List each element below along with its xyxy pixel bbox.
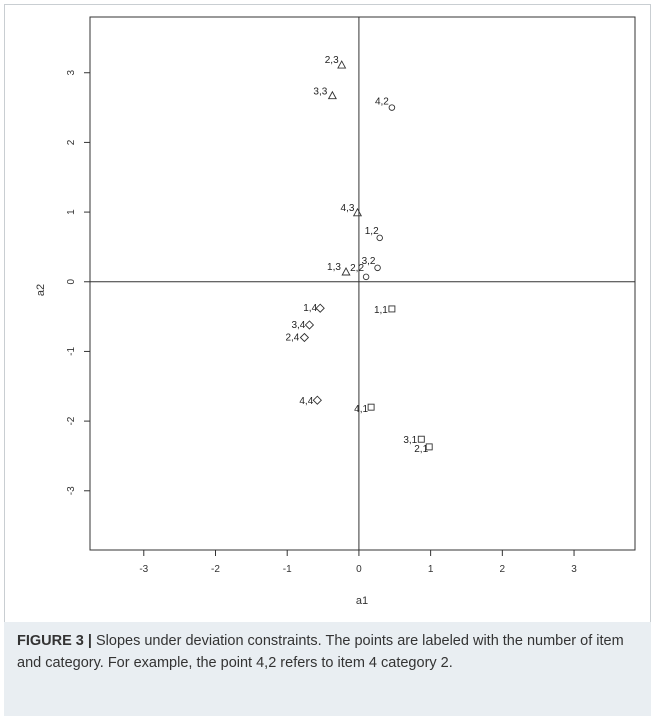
y-tick-label: -1 [66,347,77,356]
caption-text: Slopes under deviation constraints. The … [17,633,624,671]
point-label: 3,1 [403,435,417,446]
point-label: 3,3 [313,87,327,98]
square-marker [425,443,433,451]
x-tick-label: 0 [356,564,362,575]
x-tick-label: 3 [571,564,577,575]
point-label: 4,3 [341,203,355,214]
point-label: 1,1 [374,305,388,316]
y-tick-label: 0 [66,279,77,285]
point-label: 4,4 [299,396,313,407]
scatter-chart: -3 -2 -1 0 1 2 3 -3 -2 -1 0 1 2 3 1,1 2,13,1 4,1 1,2 2,2… [35,16,636,607]
point-label: 1,2 [365,226,379,237]
point-label: 3,4 [291,320,305,331]
diamond-marker [299,332,310,343]
caption-figure-number: FIGURE 3 | [17,633,92,649]
point-label: 4,2 [375,97,389,108]
point-label: 2,1 [414,444,428,455]
y-tick-label: -3 [66,486,77,495]
circle-marker [388,104,396,111]
triangle-marker [341,267,351,276]
diamond-marker [304,320,315,330]
triangle-marker [337,60,347,69]
diamond-marker [312,395,322,405]
x-tick-label: 2 [500,564,506,575]
circle-marker [374,264,381,272]
x-tick-label: -3 [139,564,148,575]
y-tick-label: 1 [66,209,77,215]
x-tick-label: 1 [428,564,434,575]
point-label: 2,3 [325,55,339,66]
point-label: 1,4 [303,303,317,314]
diamond-marker [315,303,325,313]
plot-area [89,16,636,551]
square-marker [367,403,375,411]
point-label: 2,4 [285,332,299,343]
x-tick-label: -1 [283,564,292,575]
data-points: 1,1 2,13,1 4,1 1,2 2,23,2 4,2 1,3 2,3 3,3 4,3 1,4 2… [285,55,433,455]
x-axis: -3 -2 -1 0 1 2 3 [139,550,577,575]
square-marker [417,435,425,443]
y-tick-label: 3 [66,70,77,76]
x-tick-label: -2 [211,564,220,575]
point-label: 3,2 [362,256,376,267]
caption-panel [4,622,651,716]
square-marker [388,305,396,313]
triangle-marker [327,90,337,100]
y-tick-label: 2 [66,139,77,145]
figure-caption: FIGURE 3 | Slopes under deviation constr… [17,630,632,674]
circle-marker [376,234,383,242]
y-axis-label: a2 [35,284,47,296]
point-label: 4,1 [354,404,368,415]
x-axis-label: a1 [356,595,368,607]
y-axis: -3 -2 -1 0 1 2 3 [66,70,90,495]
circle-marker [362,273,370,281]
point-label: 1,3 [327,262,341,273]
point-label: 2,2 [350,263,364,274]
y-tick-label: -2 [66,416,77,425]
triangle-marker [352,207,363,217]
